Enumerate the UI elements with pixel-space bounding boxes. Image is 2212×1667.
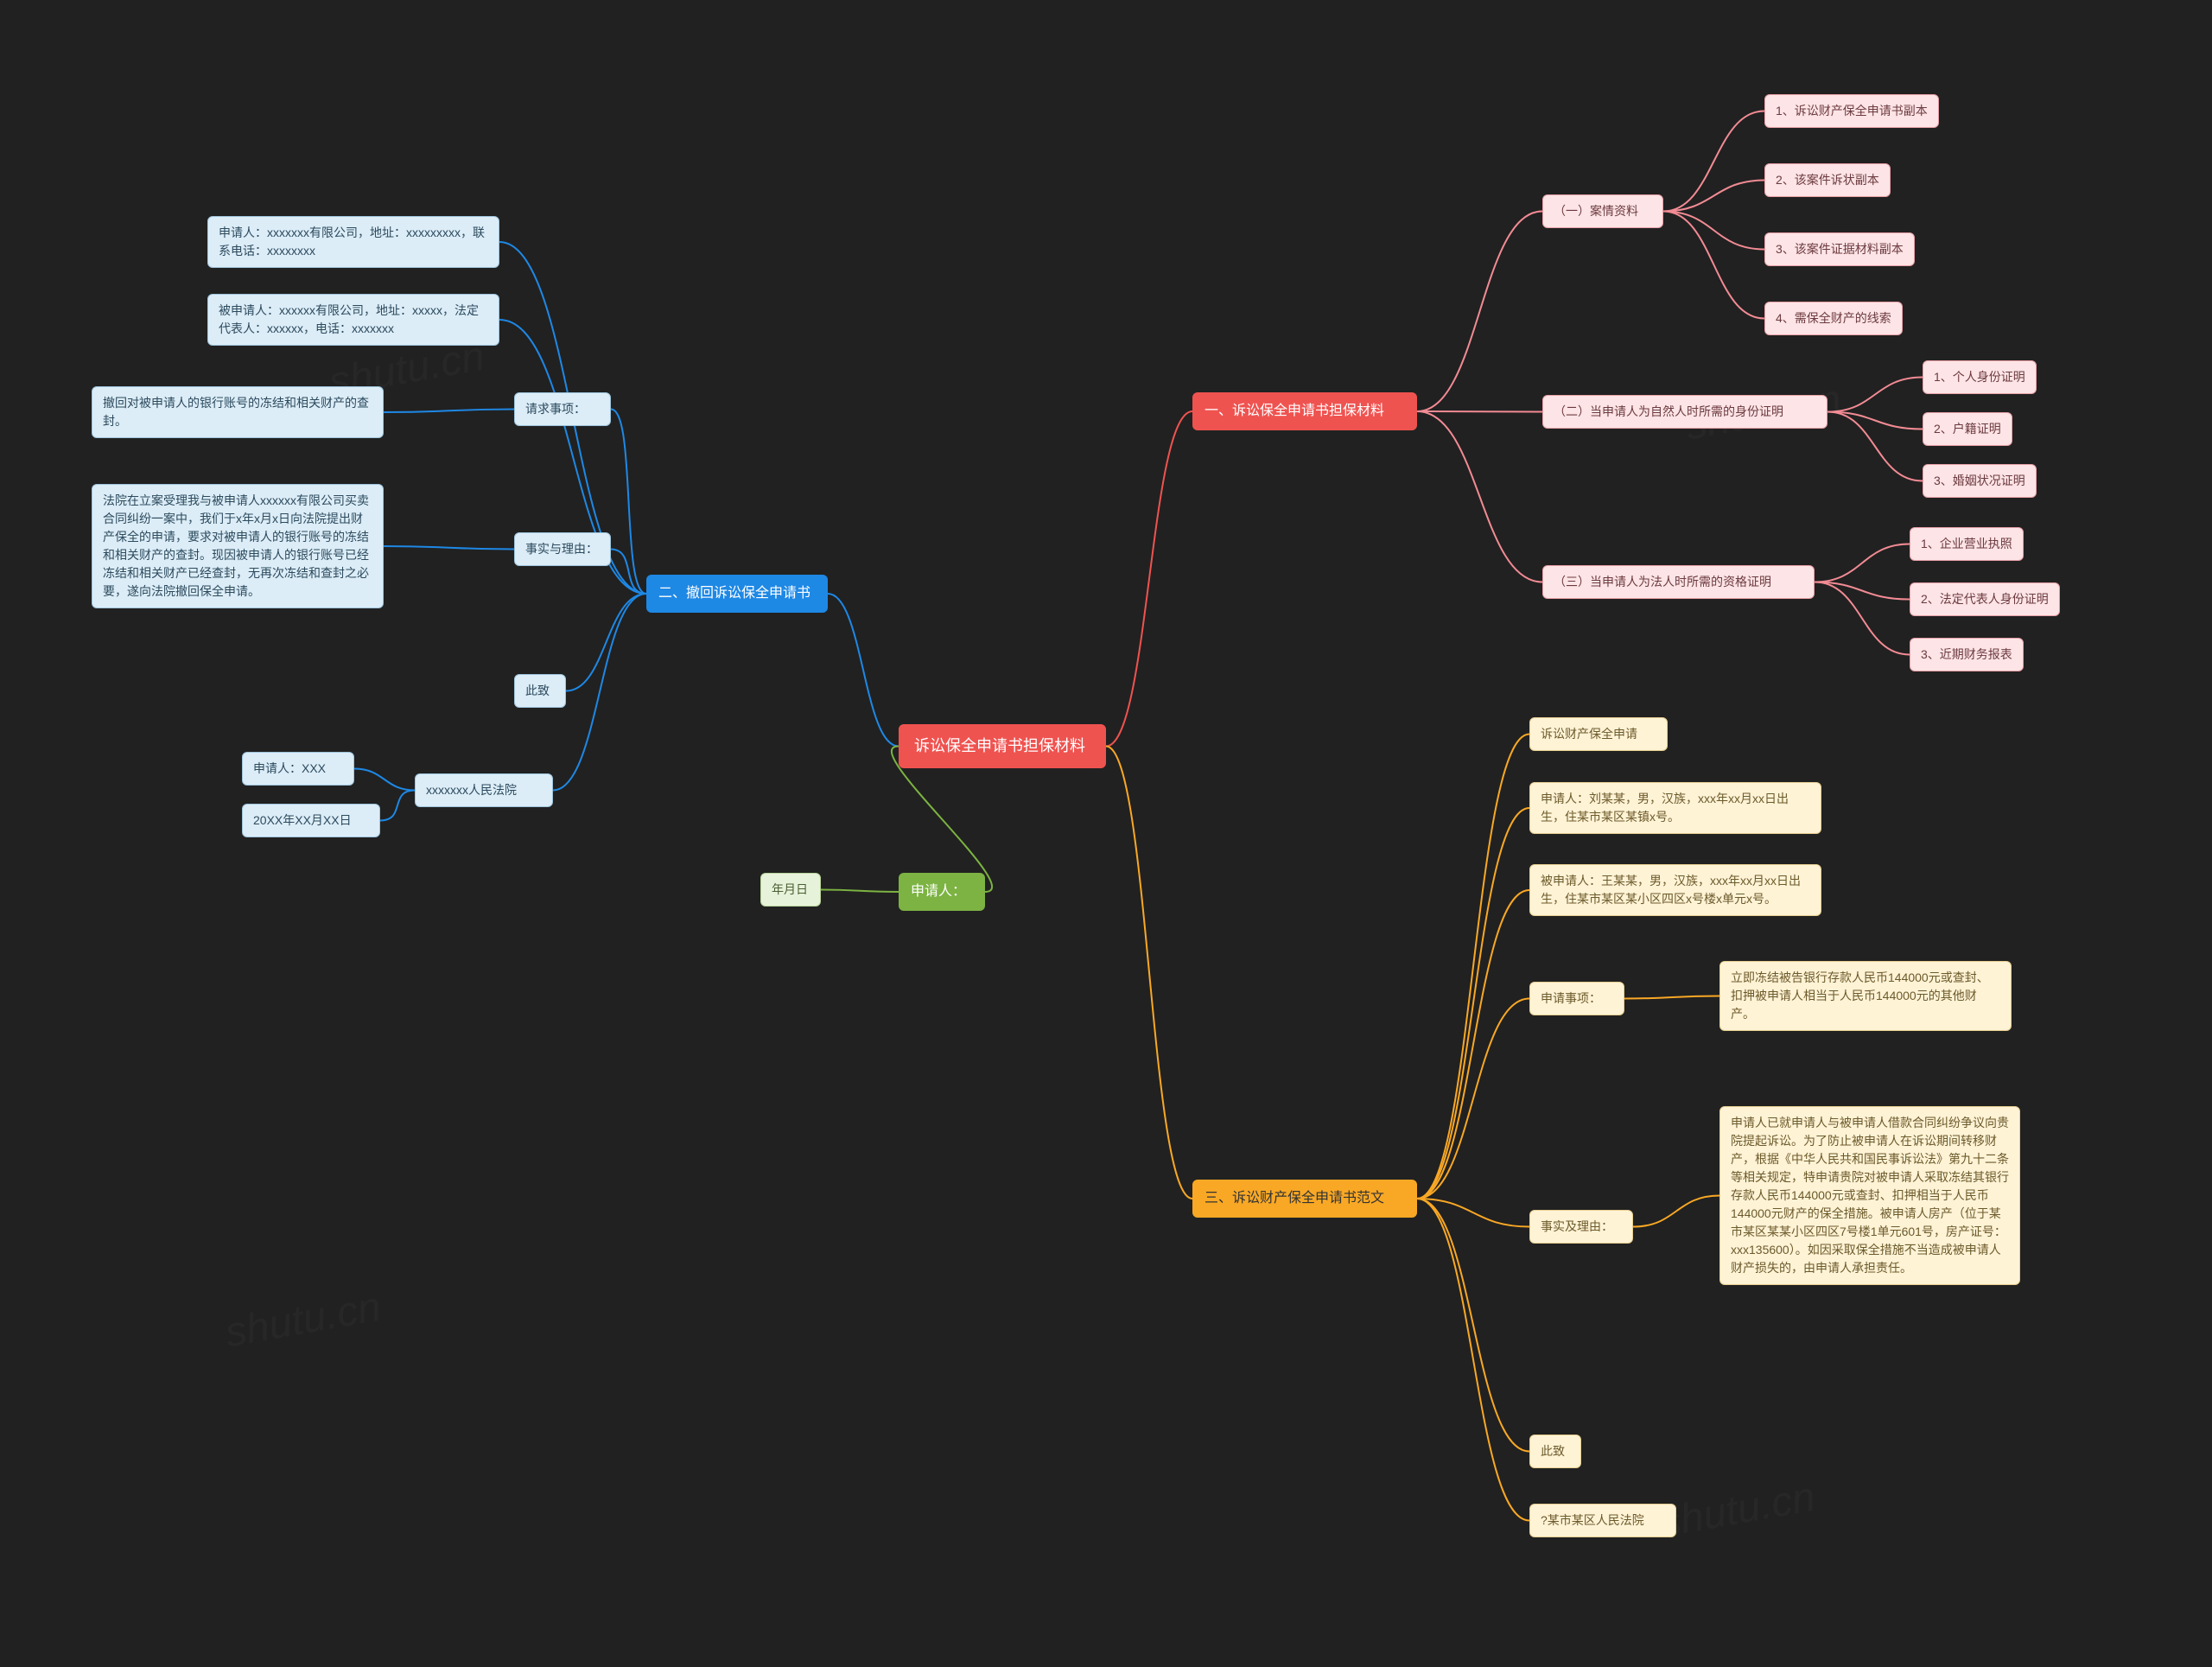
connector <box>1624 996 1719 999</box>
connector <box>1106 747 1192 1199</box>
node-b1_1_4[interactable]: 4、需保全财产的线索 <box>1764 302 1903 335</box>
connector <box>1417 212 1542 412</box>
node-b1_3_2[interactable]: 2、法定代表人身份证明 <box>1910 582 2060 616</box>
connector <box>1815 582 1910 655</box>
node-b4[interactable]: 申请人： <box>899 873 985 911</box>
connector <box>1417 890 1529 1199</box>
node-b2_4_1[interactable]: 法院在立案受理我与被申请人xxxxxx有限公司买卖合同纠纷一案中，我们于x年x月… <box>92 484 384 608</box>
node-b1_3_3[interactable]: 3、近期财务报表 <box>1910 638 2024 671</box>
connector <box>1663 212 1764 319</box>
node-b2_4[interactable]: 事实与理由： <box>514 532 611 566</box>
node-b1_1[interactable]: （一）案情资料 <box>1542 194 1663 228</box>
watermark: shutu.cn <box>222 1283 385 1358</box>
node-b3_4_1[interactable]: 立即冻结被告银行存款人民币144000元或查封、扣押被申请人相当于人民币1440… <box>1719 961 2012 1031</box>
connector <box>354 769 415 791</box>
node-b3_5_1[interactable]: 申请人已就申请人与被申请人借款合同纠纷争议向贵院提起诉讼。为了防止被申请人在诉讼… <box>1719 1106 2020 1285</box>
node-b2_3[interactable]: 请求事项： <box>514 392 611 426</box>
node-b3_2[interactable]: 申请人：刘某某，男，汉族，xxx年xx月xx日出生，住某市某区某镇x号。 <box>1529 782 1821 834</box>
node-b3_3[interactable]: 被申请人：王某某，男，汉族，xxx年xx月xx日出生，住某市某区某小区四区x号楼… <box>1529 864 1821 916</box>
connector <box>1663 181 1764 212</box>
node-b3_6[interactable]: 此致 <box>1529 1435 1581 1468</box>
connector <box>821 890 899 893</box>
connector <box>611 550 646 595</box>
connector <box>1417 999 1529 1199</box>
node-b1_2_1[interactable]: 1、个人身份证明 <box>1923 360 2037 394</box>
connector <box>384 410 514 413</box>
connector <box>1815 544 1910 582</box>
connector <box>828 594 899 747</box>
node-b1_3_1[interactable]: 1、企业营业执照 <box>1910 527 2024 561</box>
node-b1_2_2[interactable]: 2、户籍证明 <box>1923 412 2012 446</box>
connector <box>1417 411 1542 582</box>
watermark: shutu.cn <box>1656 1473 1819 1548</box>
node-b1_1_2[interactable]: 2、该案件诉状副本 <box>1764 163 1891 197</box>
connector <box>1417 808 1529 1199</box>
connector <box>1106 411 1192 747</box>
node-b4_1[interactable]: 年月日 <box>760 873 821 907</box>
node-b1_2_3[interactable]: 3、婚姻状况证明 <box>1923 464 2037 498</box>
node-b2_3_1[interactable]: 撤回对被申请人的银行账号的冻结和相关财产的查封。 <box>92 386 384 438</box>
connector <box>1417 1199 1529 1452</box>
node-b3_7[interactable]: ?某市某区人民法院 <box>1529 1504 1676 1537</box>
connector <box>1827 412 1923 429</box>
connector <box>553 594 646 791</box>
node-b2_1[interactable]: 申请人：xxxxxxx有限公司，地址：xxxxxxxxx，联系电话：xxxxxx… <box>207 216 499 268</box>
node-root[interactable]: 诉讼保全申请书担保材料 <box>899 724 1106 768</box>
connector <box>1827 412 1923 481</box>
connector <box>1417 1199 1529 1521</box>
node-b1_3[interactable]: （三）当申请人为法人时所需的资格证明 <box>1542 565 1815 599</box>
node-b1[interactable]: 一、诉讼保全申请书担保材料 <box>1192 392 1417 430</box>
node-b1_2[interactable]: （二）当申请人为自然人时所需的身份证明 <box>1542 395 1827 429</box>
connector <box>611 410 646 595</box>
node-b2_6_1[interactable]: 申请人：XXX <box>242 752 354 786</box>
node-b1_1_3[interactable]: 3、该案件证据材料副本 <box>1764 232 1915 266</box>
node-b3_5[interactable]: 事实及理由： <box>1529 1210 1633 1244</box>
node-b2_2[interactable]: 被申请人：xxxxxx有限公司，地址：xxxxx，法定代表人：xxxxxx，电话… <box>207 294 499 346</box>
node-b1_1_1[interactable]: 1、诉讼财产保全申请书副本 <box>1764 94 1939 128</box>
connector <box>1417 1199 1529 1227</box>
node-b3_4[interactable]: 申请事项： <box>1529 982 1624 1015</box>
connector <box>1417 735 1529 1199</box>
connector <box>566 594 646 691</box>
connector <box>1633 1196 1719 1227</box>
node-b2[interactable]: 二、撤回诉讼保全申请书 <box>646 575 828 613</box>
node-b3[interactable]: 三、诉讼财产保全申请书范文 <box>1192 1180 1417 1218</box>
node-b2_6_2[interactable]: 20XX年XX月XX日 <box>242 804 380 837</box>
node-b2_6[interactable]: xxxxxxx人民法院 <box>415 773 553 807</box>
connector <box>1663 111 1764 212</box>
connector <box>384 546 514 550</box>
connector <box>380 791 415 821</box>
mindmap-canvas: shutu.cnshutu.cnshutu.cnshutu.cn诉讼保全申请书担… <box>0 0 2212 1667</box>
connector <box>1417 411 1542 412</box>
node-b3_1[interactable]: 诉讼财产保全申请 <box>1529 717 1668 751</box>
connector <box>1663 212 1764 250</box>
connector <box>1815 582 1910 600</box>
node-b2_5[interactable]: 此致 <box>514 674 566 708</box>
connector <box>1827 378 1923 412</box>
